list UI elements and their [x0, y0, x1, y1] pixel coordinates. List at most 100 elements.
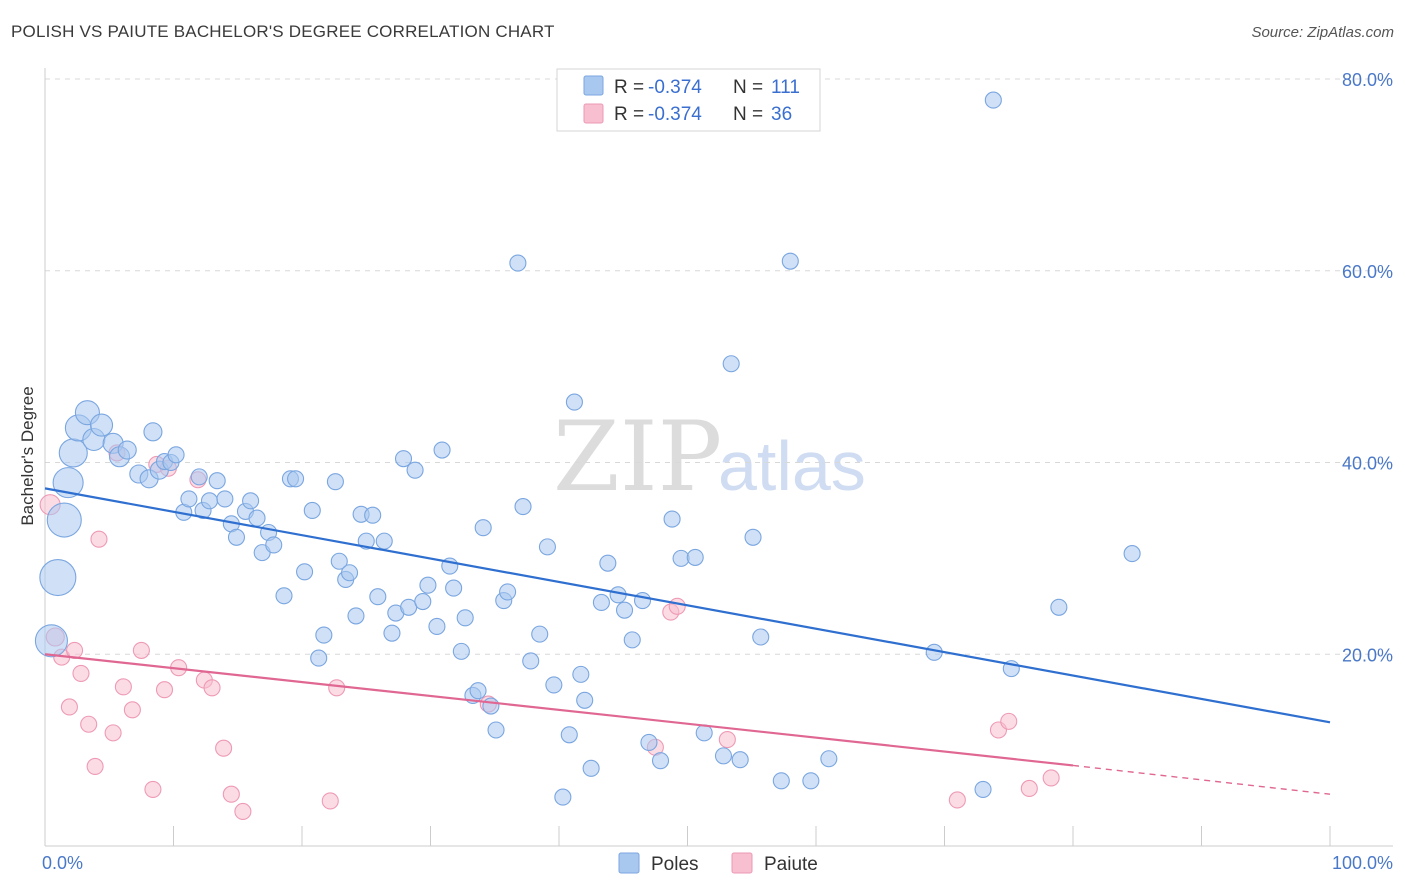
paiute-point: [60, 698, 78, 716]
paiute-point: [114, 678, 132, 696]
poles-point: [39, 558, 77, 597]
y-tick-label: 60.0%: [1342, 262, 1393, 282]
paiute-point: [203, 679, 221, 697]
chart-title: POLISH VS PAIUTE BACHELOR'S DEGREE CORRE…: [11, 22, 555, 41]
poles-point: [242, 492, 260, 510]
poles-point: [296, 563, 314, 581]
poles-point: [572, 665, 590, 683]
poles-point: [744, 528, 762, 546]
paiute-point: [234, 802, 252, 821]
legend-r-label-paiute: R =: [614, 104, 644, 125]
poles-point: [469, 682, 487, 700]
legend-n-value-poles: 111: [771, 77, 800, 98]
poles-point: [369, 588, 387, 606]
poles-point: [364, 506, 382, 524]
poles-point: [565, 393, 583, 411]
poles-point: [1050, 598, 1068, 616]
poles-point: [143, 422, 163, 442]
x-tick-label-max: 100.0%: [1332, 853, 1393, 873]
bottom-legend-label-paiute: Paiute: [764, 854, 818, 875]
legend-n-label-paiute: N =: [733, 104, 763, 125]
paiute-point: [1042, 769, 1060, 787]
poles-point: [820, 750, 838, 768]
poles-point: [686, 548, 704, 566]
poles-point: [375, 532, 393, 550]
watermark: ZIP atlas: [553, 401, 866, 513]
poles-point: [303, 501, 321, 519]
bottom-legend-label-poles: Poles: [651, 854, 699, 875]
poles-point: [663, 510, 681, 528]
poles-point: [216, 490, 234, 508]
poles-point: [452, 642, 470, 660]
poles-point: [433, 441, 451, 459]
legend-swatch-paiute: [583, 103, 604, 124]
poles-point: [633, 592, 652, 610]
poles-point: [200, 492, 219, 510]
poles-point: [615, 601, 634, 619]
y-tick-label: 20.0%: [1342, 645, 1393, 665]
paiute-point: [80, 715, 98, 733]
poles-point: [190, 468, 208, 486]
paiute-point: [123, 701, 141, 719]
paiute-point: [1020, 779, 1038, 798]
poles-point: [522, 652, 540, 670]
poles-point: [474, 519, 492, 537]
paiute-point: [104, 724, 122, 742]
poles-point: [1123, 545, 1141, 563]
poles-point: [576, 691, 594, 709]
poles-point: [531, 625, 549, 643]
poles-point: [651, 752, 670, 770]
poles-point: [456, 609, 474, 627]
poles-point: [89, 413, 114, 437]
poles-point: [752, 628, 770, 646]
poles-point: [208, 472, 226, 490]
poles-point: [672, 549, 690, 567]
paiute-trend-line: [44, 653, 1074, 767]
poles-point: [623, 631, 641, 649]
poles-point: [347, 607, 365, 625]
paiute-point: [321, 792, 339, 810]
y-tick-labels: 20.0% 40.0% 60.0% 80.0%: [1342, 70, 1393, 665]
paiute-point: [718, 731, 736, 749]
poles-point: [722, 355, 740, 373]
poles-point: [265, 536, 283, 554]
poles-point: [802, 772, 820, 790]
poles-point: [445, 579, 463, 597]
poles-point: [582, 759, 600, 777]
bottom-legend-swatch-poles: [618, 852, 640, 874]
poles-point: [554, 788, 572, 806]
poles-point: [315, 626, 333, 644]
poles-point: [499, 583, 517, 601]
legend-swatch-poles: [583, 75, 604, 96]
poles-point: [414, 592, 432, 611]
poles-point: [330, 552, 348, 570]
paiute-point: [144, 780, 162, 798]
poles-point: [592, 593, 610, 612]
paiute-point: [328, 679, 346, 697]
legend-n-value-paiute: 36: [771, 104, 792, 125]
poles-point: [275, 587, 293, 605]
paiute-point: [155, 681, 174, 699]
bottom-legend: Poles Paiute: [618, 852, 818, 875]
paiute-trend-extension: [1072, 764, 1331, 795]
paiute-point: [132, 641, 150, 659]
poles-point: [227, 528, 246, 546]
poles-point: [46, 502, 82, 538]
paiute-point: [948, 791, 966, 809]
axes: [44, 68, 1393, 847]
poles-point: [984, 91, 1002, 109]
poles-point: [599, 554, 617, 572]
legend-n-label-poles: N =: [733, 77, 763, 98]
y-tick-label: 80.0%: [1342, 70, 1393, 90]
poles-point: [117, 440, 137, 460]
poles-point: [428, 617, 446, 635]
poles-point: [974, 780, 992, 798]
x-tick-label-min: 0.0%: [42, 853, 83, 873]
poles-point: [248, 509, 266, 527]
paiute-point: [668, 597, 686, 615]
poles-point: [394, 450, 413, 468]
y-axis-label: Bachelor's Degree: [18, 386, 37, 525]
y-tick-label: 40.0%: [1342, 454, 1393, 474]
paiute-point: [215, 739, 233, 757]
trend-lines: [44, 487, 1331, 795]
